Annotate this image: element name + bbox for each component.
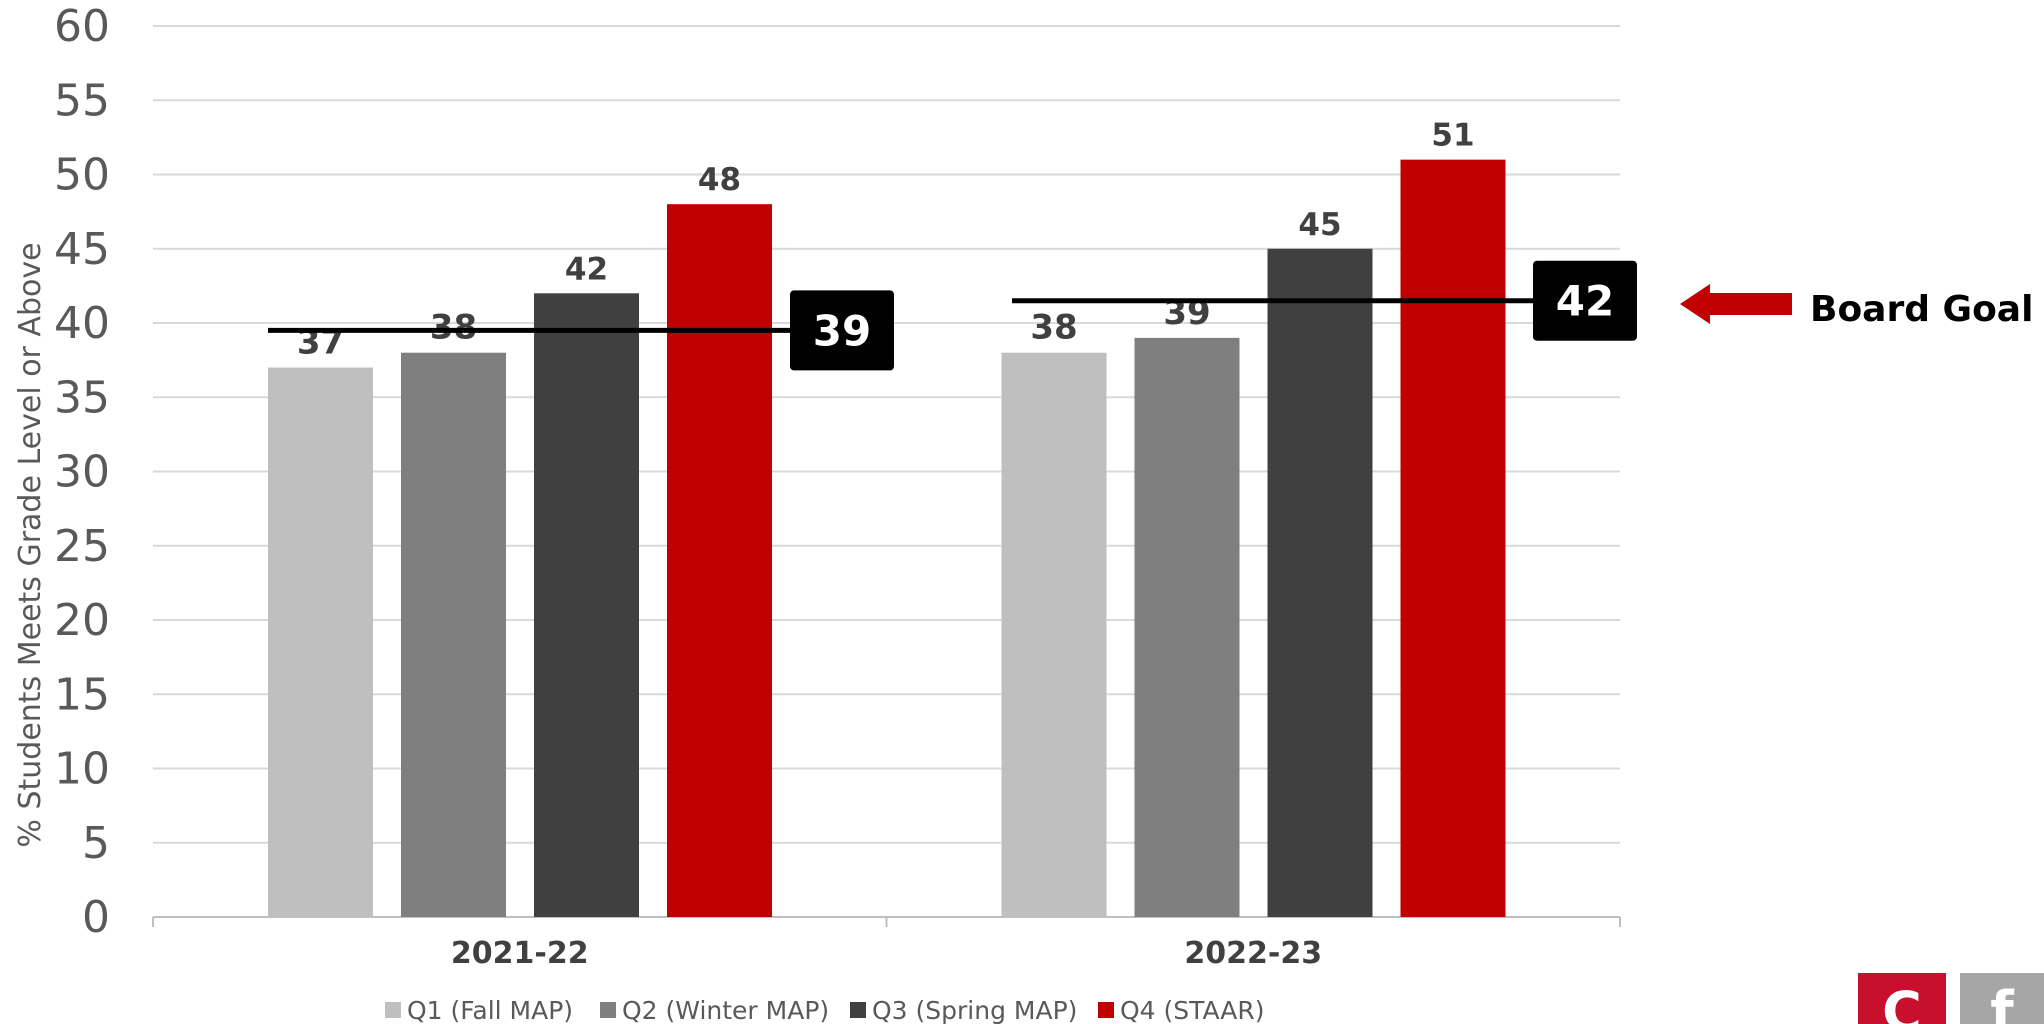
y-tick-label: 45 bbox=[54, 224, 110, 275]
arrow-left-icon bbox=[1680, 284, 1792, 324]
legend-label: Q1 (Fall MAP) bbox=[407, 996, 573, 1024]
goal-value-box bbox=[1533, 260, 1637, 341]
y-tick-label: 60 bbox=[54, 1, 110, 52]
x-tick-label: 2021-22 bbox=[451, 936, 589, 971]
bar bbox=[401, 352, 506, 917]
bar bbox=[268, 367, 373, 917]
bar bbox=[1400, 159, 1506, 917]
y-tick-label: 55 bbox=[54, 75, 110, 126]
legend-label: Q3 (Spring MAP) bbox=[872, 996, 1077, 1024]
y-tick-label: 10 bbox=[54, 744, 110, 795]
y-axis: 0 5 10 15 20 25 30 35 40 45 50 55 60 bbox=[54, 1, 110, 943]
y-tick-label: 30 bbox=[54, 447, 110, 498]
y-tick-label: 15 bbox=[54, 669, 110, 720]
goal-value-label: 42 bbox=[1556, 277, 1614, 326]
y-tick-label: 40 bbox=[54, 298, 110, 349]
goal-value-box bbox=[790, 290, 894, 371]
bar bbox=[1267, 248, 1373, 917]
legend: Q1 (Fall MAP) Q2 (Winter MAP) Q3 (Spring M… bbox=[385, 996, 1265, 1024]
bar bbox=[534, 293, 639, 917]
legend-label: Q2 (Winter MAP) bbox=[622, 996, 829, 1024]
gray-badge-glyph: f bbox=[1990, 980, 2014, 1024]
data-label: 42 bbox=[565, 251, 608, 287]
gray-badge bbox=[1960, 973, 2044, 1024]
legend-label: Q4 (STAAR) bbox=[1120, 996, 1265, 1024]
x-tick-label: 2022-23 bbox=[1184, 936, 1322, 971]
y-tick-label: 20 bbox=[54, 595, 110, 646]
data-label: 38 bbox=[430, 308, 477, 348]
goal-value-label: 39 bbox=[813, 306, 871, 355]
board-goal-annotation: Board Goal bbox=[1680, 284, 2033, 330]
data-label: 48 bbox=[698, 162, 741, 198]
bar bbox=[667, 204, 772, 917]
red-badge bbox=[1858, 973, 1946, 1024]
y-tick-label: 5 bbox=[82, 818, 110, 869]
x-axis: 2021-22 2022-23 bbox=[152, 917, 1621, 971]
bar bbox=[1001, 352, 1107, 917]
goal-lines: 39 42 bbox=[268, 260, 1637, 371]
board-goal-label: Board Goal bbox=[1810, 289, 2033, 330]
legend-swatch bbox=[850, 1002, 866, 1018]
y-tick-label: 50 bbox=[54, 150, 110, 201]
data-label: 38 bbox=[1030, 308, 1077, 348]
red-badge-glyph: C bbox=[1882, 980, 1922, 1024]
legend-swatch bbox=[1098, 1002, 1114, 1018]
bar bbox=[1134, 337, 1240, 918]
y-tick-label: 0 bbox=[82, 892, 110, 943]
y-axis-title: % Students Meets Grade Level or Above bbox=[13, 242, 48, 847]
data-label: 45 bbox=[1298, 207, 1341, 243]
y-tick-label: 25 bbox=[54, 521, 110, 572]
data-label: 51 bbox=[1431, 118, 1474, 154]
gridlines bbox=[153, 25, 1620, 918]
legend-swatch bbox=[600, 1002, 616, 1018]
legend-swatch bbox=[385, 1002, 401, 1018]
y-tick-label: 35 bbox=[54, 372, 110, 423]
